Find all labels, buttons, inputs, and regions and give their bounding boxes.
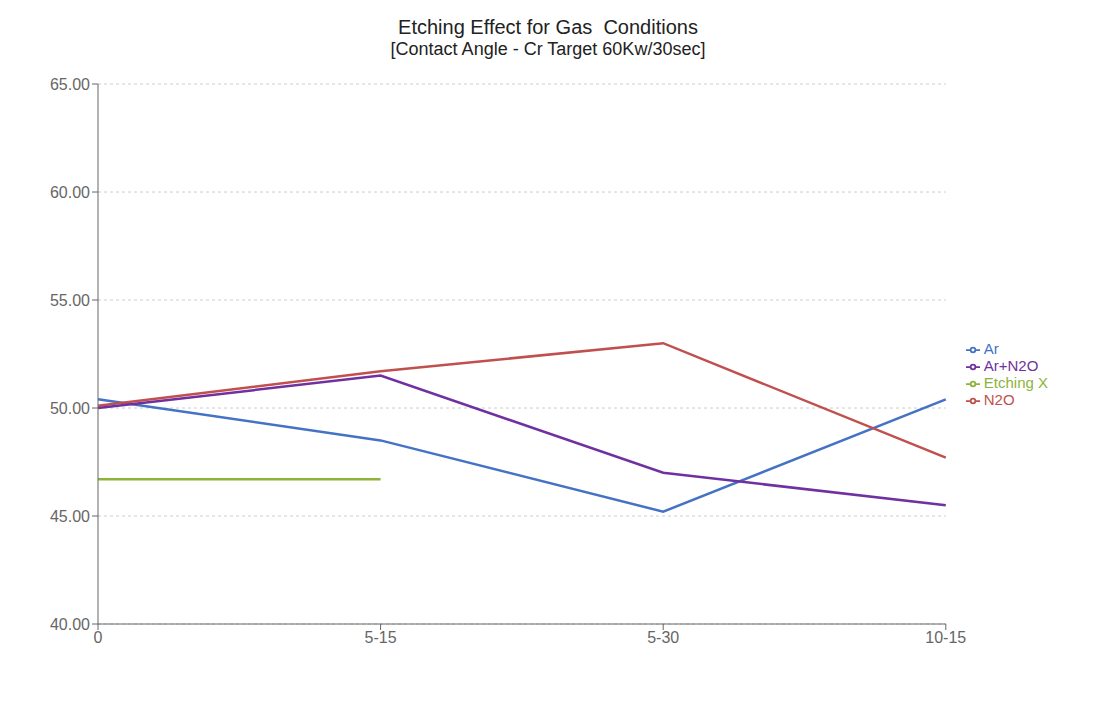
- svg-text:5-30: 5-30: [647, 629, 679, 646]
- svg-text:40.00: 40.00: [50, 616, 90, 633]
- svg-text:55.00: 55.00: [50, 292, 90, 309]
- svg-text:50.00: 50.00: [50, 400, 90, 417]
- html-text:Etching X: Etching X: [983, 374, 1048, 391]
- svg-text:60.00: 60.00: [50, 184, 90, 201]
- html-text:Ar+N2O: Ar+N2O: [983, 357, 1039, 374]
- svg-text:45.00: 45.00: [50, 508, 90, 525]
- svg-text:5-15: 5-15: [365, 629, 397, 646]
- html-text:N2O: N2O: [983, 391, 1015, 408]
- html-text:[Contact Angle - Cr Target 60K: [Contact Angle - Cr Target 60Kw/30sec]: [390, 39, 706, 59]
- html-text:Etching Effect for Gas Conditi: Etching Effect for Gas Conditions: [398, 16, 698, 38]
- html-text:Ar: Ar: [983, 339, 999, 357]
- svg-text:0: 0: [94, 629, 103, 646]
- svg-text:65.00: 65.00: [50, 76, 90, 93]
- svg-text:10-15: 10-15: [925, 629, 966, 646]
